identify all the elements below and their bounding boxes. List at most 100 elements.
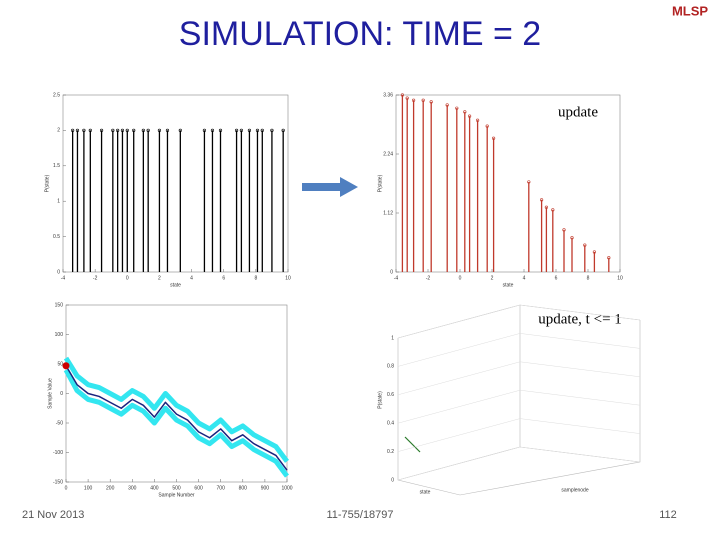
x-tick-label: 2 <box>158 275 161 281</box>
stem-head <box>75 128 80 132</box>
stem-head <box>281 128 285 132</box>
z-axis-label: P(state) <box>377 391 383 409</box>
stem-head <box>400 93 405 97</box>
grid-line <box>397 304 641 339</box>
y-tick-label: 0 <box>57 269 60 275</box>
x-axis-label: state <box>170 282 181 288</box>
stem-head <box>445 103 449 107</box>
y-tick-label: 100 <box>55 332 64 338</box>
stem-head <box>125 128 129 132</box>
x-tick-label: 800 <box>239 485 248 491</box>
stem-head <box>544 205 549 209</box>
y-tick-label: 1.5 <box>53 163 60 169</box>
x-tick-label: -2 <box>426 275 431 281</box>
series-line <box>65 365 288 471</box>
stem-head <box>157 128 162 132</box>
stem-head <box>234 128 239 132</box>
x-tick-label: 900 <box>261 485 270 491</box>
z-tick-label: 0.8 <box>387 364 394 370</box>
x-tick-label: 10 <box>617 275 623 281</box>
y-tick-label: -50 <box>56 420 63 426</box>
stem-head <box>165 128 170 132</box>
x-tick-label: 300 <box>128 485 137 491</box>
y-tick-label: -150 <box>53 479 63 485</box>
x-tick-label: 4 <box>523 275 526 281</box>
arrow-head <box>340 177 358 197</box>
y-tick-label: 0 <box>390 269 393 275</box>
stem-head <box>132 128 136 132</box>
stem-head <box>551 208 555 212</box>
y-axis-label: P(state) <box>44 174 50 192</box>
grid-line <box>397 446 641 481</box>
x-tick-label: 100 <box>84 485 93 491</box>
logo: MLSP <box>672 3 708 18</box>
annotation: update <box>558 104 598 120</box>
stem-head <box>71 128 75 132</box>
stem-head <box>562 228 566 232</box>
x-tick-label: 0 <box>126 275 129 281</box>
y-tick-label: 2.5 <box>53 92 60 98</box>
arrow <box>302 177 358 197</box>
stem-head <box>88 128 92 132</box>
x-axis-label: state <box>503 282 514 288</box>
stem-head <box>202 128 207 132</box>
stem-head <box>421 98 425 102</box>
x-tick-label: 0 <box>65 485 68 491</box>
z-tick-label: 0.2 <box>387 449 394 455</box>
stem-head <box>476 118 480 122</box>
y-tick-label: 3.36 <box>383 92 393 98</box>
stem-head <box>116 128 120 132</box>
stem-head <box>239 128 243 132</box>
stem-head <box>412 98 416 102</box>
stem-head <box>270 128 274 132</box>
x-tick-label: 200 <box>106 485 115 491</box>
stem-head <box>607 256 611 260</box>
x-tick-label: 500 <box>172 485 181 491</box>
y-tick-label: 150 <box>55 302 64 308</box>
plot-frame <box>65 304 288 483</box>
y-axis-label: P(state) <box>377 174 383 192</box>
x-tick-label: 400 <box>150 485 159 491</box>
y-tick-label: -100 <box>53 450 63 456</box>
stem-head <box>570 236 574 240</box>
x-tick-label: 1000 <box>281 485 292 491</box>
stem-head <box>405 96 409 100</box>
x-tick-label: 4 <box>190 275 193 281</box>
x-tick-label: 2 <box>491 275 494 281</box>
slide-title: SIMULATION: TIME = 2 <box>179 15 541 53</box>
stem-head <box>82 128 86 132</box>
stem-head <box>455 106 459 110</box>
grid-line <box>397 333 641 367</box>
stem-head <box>539 198 544 202</box>
stem-head <box>468 114 472 118</box>
grid-line <box>397 389 641 424</box>
stem-head <box>146 128 150 132</box>
stem-head <box>247 128 252 132</box>
x-tick-label: -2 <box>93 275 98 281</box>
plot-frame <box>395 94 621 273</box>
footer-page: 112 <box>659 509 677 521</box>
y-tick-label: 1 <box>57 199 60 205</box>
stem-head <box>210 128 215 132</box>
y-axis-label: Sample Value <box>47 378 53 409</box>
stem-head <box>218 128 223 132</box>
z-tick-label: 0.4 <box>387 421 394 427</box>
stem-head <box>485 124 489 128</box>
stem-head <box>178 128 182 132</box>
stem-head <box>527 180 531 184</box>
x-tick-label: 700 <box>217 485 226 491</box>
x-tick-label: 0 <box>459 275 462 281</box>
grid-line <box>397 361 641 396</box>
stem-head <box>429 100 433 104</box>
z-tick-label: 0 <box>391 477 394 483</box>
z-tick-label: 1 <box>391 335 394 341</box>
stem-head <box>592 250 597 254</box>
x-tick-label: 6 <box>555 275 558 281</box>
stem-head <box>492 136 496 140</box>
series-line <box>63 356 290 463</box>
plot-frame <box>62 94 289 273</box>
footer-course: 11-755/18797 <box>326 509 393 521</box>
x-axis-label: Sample Number <box>158 492 194 498</box>
x-tick-label: 10 <box>285 275 291 281</box>
